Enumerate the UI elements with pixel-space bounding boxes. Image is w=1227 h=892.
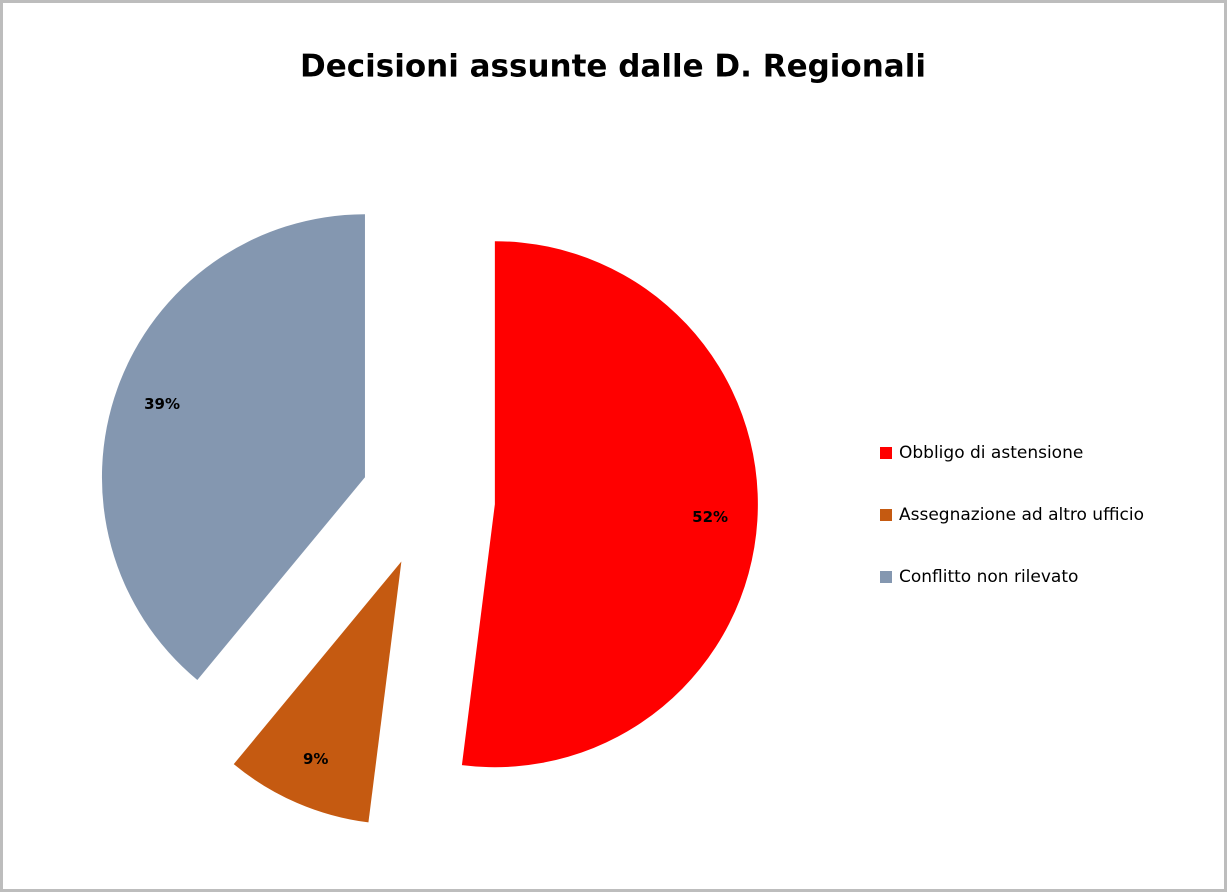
data-label: 39% bbox=[144, 395, 180, 413]
legend-swatch bbox=[880, 509, 892, 521]
data-label: 52% bbox=[692, 508, 728, 526]
pie-slice bbox=[101, 214, 365, 680]
legend-swatch bbox=[880, 447, 892, 459]
legend-label: Obbligo di astensione bbox=[899, 443, 1083, 463]
legend-label: Conflitto non rilevato bbox=[899, 567, 1078, 587]
pie-slice bbox=[461, 241, 758, 768]
data-label: 9% bbox=[303, 750, 328, 768]
chart-title: Decisioni assunte dalle D. Regionali bbox=[300, 49, 926, 85]
legend-label: Assegnazione ad altro ufficio bbox=[899, 505, 1144, 525]
legend-swatch bbox=[880, 571, 892, 583]
pie-slice bbox=[233, 561, 402, 823]
